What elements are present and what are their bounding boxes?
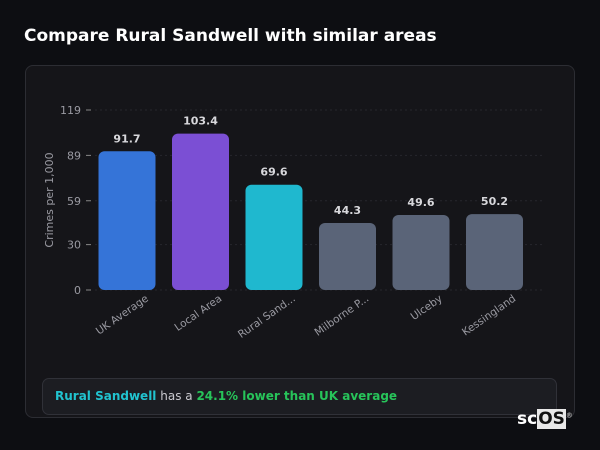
y-tick-label: 30 [67,239,81,252]
area-name: Rural Sandwell [55,389,157,403]
y-tick-label: 119 [60,104,81,117]
summary-text: has a [156,389,197,403]
data-label: 91.7 [113,132,140,145]
data-label: 44.3 [334,204,361,217]
y-axis-label: Crimes per 1,000 [43,152,56,247]
page-title: Compare Rural Sandwell with similar area… [24,26,437,46]
bar[interactable] [319,222,376,290]
y-tick-label: 0 [74,284,81,297]
data-label: 49.6 [407,196,434,209]
y-tick-label: 89 [67,149,81,162]
comparison-highlight: 24.1% lower than UK average [196,389,398,403]
bar[interactable] [172,133,229,290]
summary-box: Rural Sandwell has a 24.1% lower than UK… [42,378,557,415]
x-tick-label: Ulceby [409,293,445,323]
x-tick-label: Rural Sand... [236,293,298,341]
x-tick-label: Milborne P... [313,293,372,339]
x-tick-label: UK Average [94,293,151,338]
bar[interactable] [466,214,523,290]
bar[interactable] [392,214,450,290]
logo-mark: ® [565,411,573,420]
bar[interactable] [245,184,303,290]
x-tick-label: Local Area [173,293,225,334]
x-tick-label: Kessingland [460,293,518,339]
logo-text-os: OS [537,409,566,429]
data-label: 50.2 [481,195,508,208]
bar[interactable] [98,151,156,290]
data-label: 69.6 [260,166,287,179]
scos-logo: scOS® [517,409,573,429]
y-tick-label: 59 [67,195,81,208]
data-label: 103.4 [183,115,218,128]
logo-text: sc [517,409,538,429]
